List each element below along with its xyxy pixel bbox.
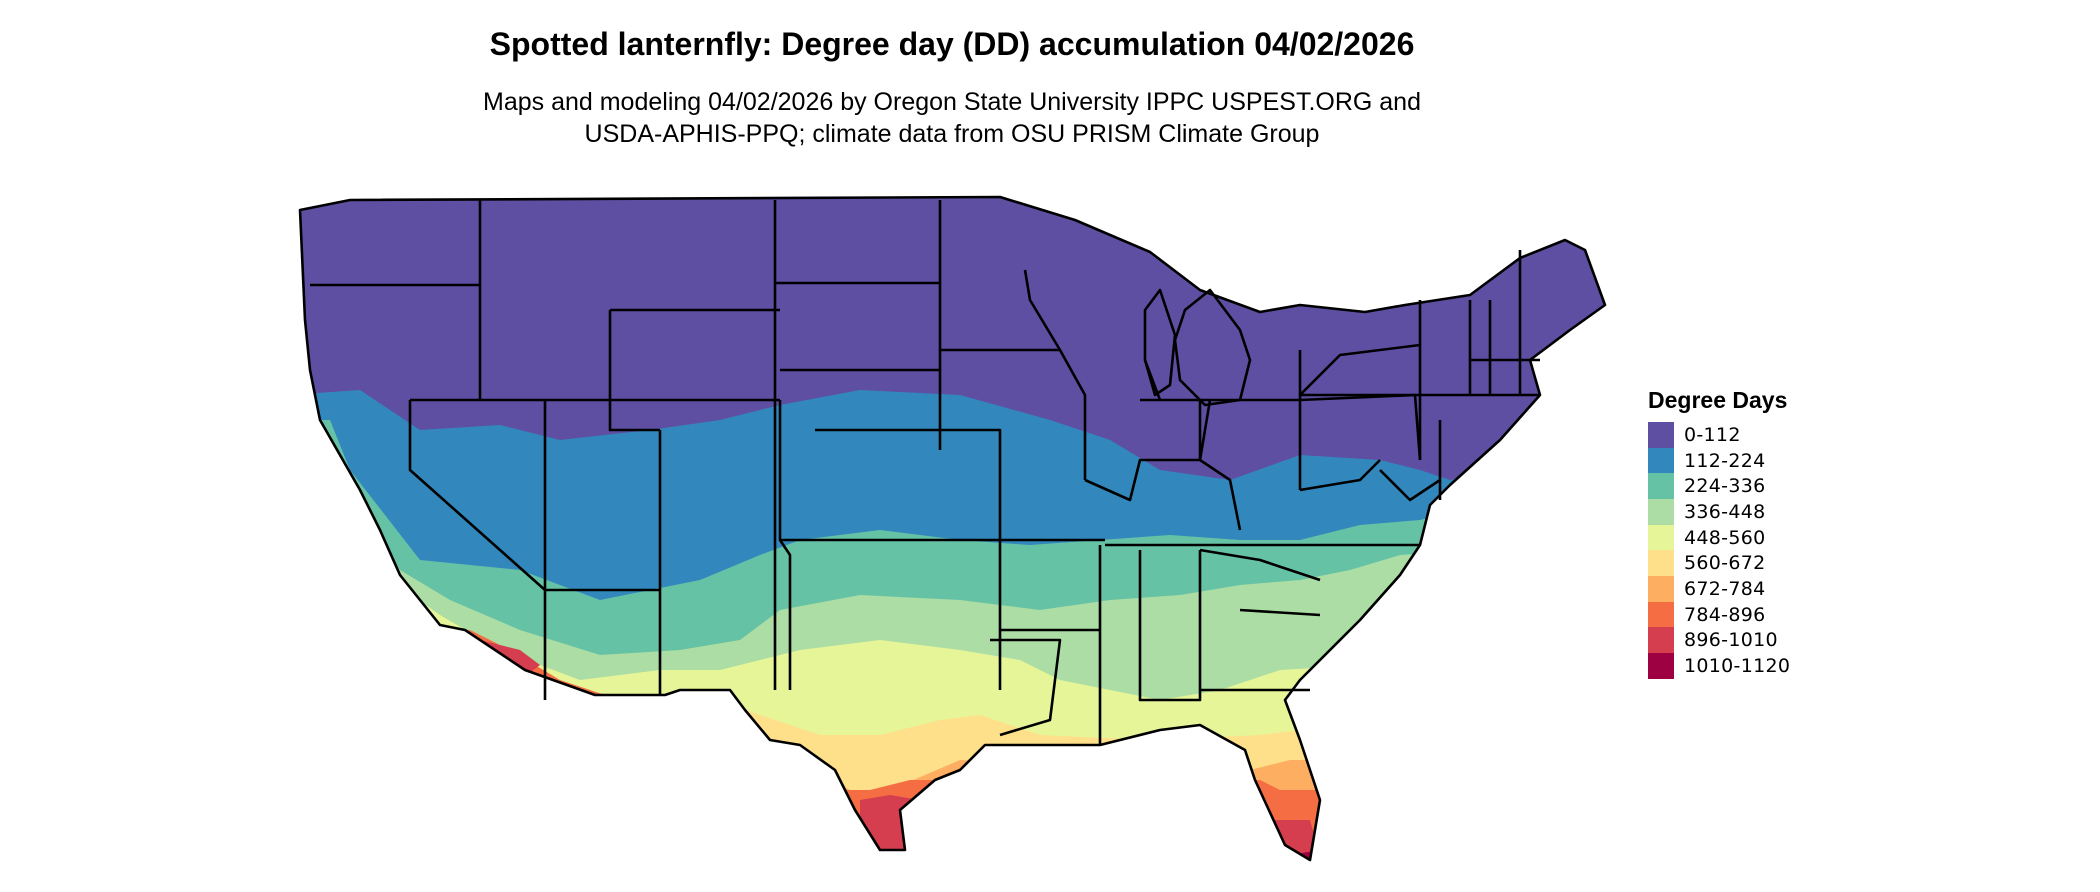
legend-swatch [1648, 627, 1674, 654]
legend-swatch [1648, 575, 1674, 602]
legend-item: 672-784 [1648, 575, 1848, 602]
legend-item: 448-560 [1648, 524, 1848, 551]
legend-label: 672-784 [1684, 577, 1766, 600]
legend-item: 0-112 [1648, 421, 1848, 448]
us-degree-day-map [290, 175, 1630, 890]
legend-item: 224-336 [1648, 473, 1848, 500]
legend-label: 560-672 [1684, 552, 1766, 575]
legend-label: 112-224 [1684, 449, 1766, 472]
legend-swatch [1648, 524, 1674, 551]
legend-label: 784-896 [1684, 603, 1766, 626]
legend-title: Degree Days [1648, 387, 1788, 413]
national-outline [298, 195, 1607, 862]
legend-swatch [1648, 550, 1674, 577]
legend-label: 448-560 [1684, 526, 1766, 549]
subtitle-line-1: Maps and modeling 04/02/2026 by Oregon S… [483, 88, 1421, 116]
legend-items: 0-112 112-224 224-336 336-448 448-560 560-672… [1648, 421, 1848, 680]
west-state-lines [310, 200, 1002, 700]
legend-swatch [1648, 421, 1674, 448]
legend-label: 336-448 [1684, 500, 1766, 523]
state-boundaries [298, 195, 1607, 862]
legend-item: 560-672 [1648, 550, 1848, 577]
northeast-state-lines [1299, 250, 1540, 502]
legend-label: 896-1010 [1684, 629, 1778, 652]
great-lakes-shore [1143, 288, 1177, 397]
map-title: Spotted lanternfly: Degree day (DD) accu… [489, 26, 1415, 62]
subtitle-line-2: USDA-APHIS-PPQ; climate data from OSU PR… [584, 120, 1320, 148]
legend-item: 896-1010 [1648, 627, 1848, 654]
legend-label: 0-112 [1684, 423, 1741, 446]
legend-label: 224-336 [1684, 475, 1766, 498]
legend-item: 336-448 [1648, 498, 1848, 525]
legend-swatch [1648, 447, 1674, 474]
map-subtitle: Maps and modeling 04/02/2026 by Oregon S… [0, 86, 1904, 150]
legend-label: 1010-1120 [1684, 655, 1791, 678]
degree-day-bands [300, 197, 1605, 860]
legend-swatch [1648, 498, 1674, 525]
legend: Degree Days 0-112 112-224 224-336 336-448 44… [1648, 387, 1848, 680]
legend-swatch [1648, 473, 1674, 500]
legend-swatch [1648, 601, 1674, 628]
legend-swatch [1648, 653, 1674, 680]
michigan-outline [1173, 288, 1252, 407]
legend-item: 112-224 [1648, 447, 1848, 474]
legend-item: 784-896 [1648, 601, 1848, 628]
legend-item: 1010-1120 [1648, 653, 1848, 680]
